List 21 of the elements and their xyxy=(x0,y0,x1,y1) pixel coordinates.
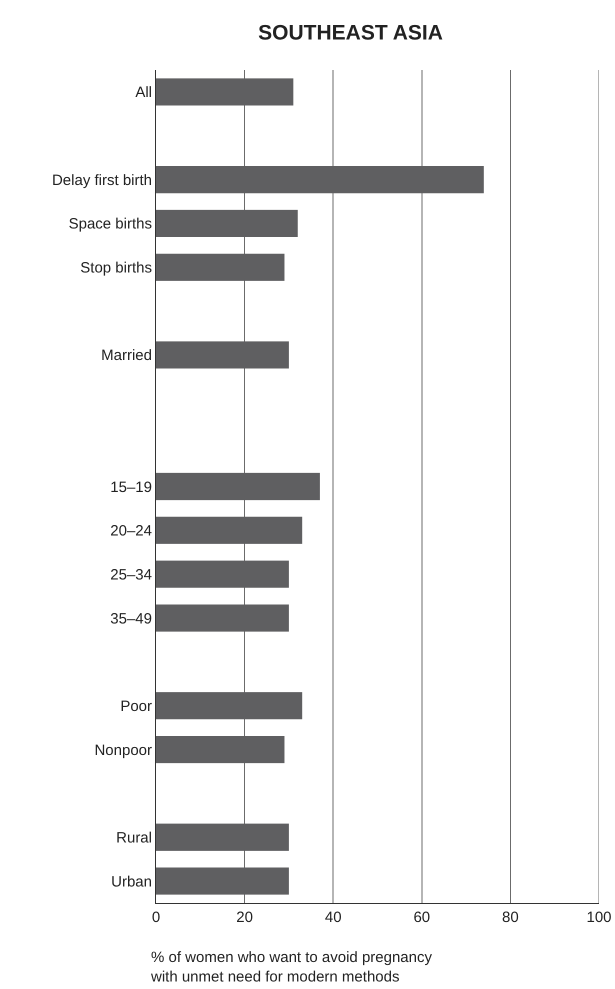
x-tick-label: 100 xyxy=(586,909,612,926)
x-tick-label: 0 xyxy=(152,909,160,926)
x-axis-title: % of women who want to avoid pregnancy with unmet need for modern methods xyxy=(150,949,432,986)
y-tick-label: 35–49 xyxy=(110,610,152,628)
y-tick-label: Rural xyxy=(116,829,152,846)
x-tick-label: 40 xyxy=(324,909,342,926)
y-tick-label: 20–24 xyxy=(110,522,152,540)
y-tick-label: Delay first birth xyxy=(52,172,152,189)
y-tick-label: Married xyxy=(101,347,152,364)
y-tick-label: Space births xyxy=(68,216,152,233)
x-tick-label: 20 xyxy=(236,909,253,926)
y-tick-label: Poor xyxy=(120,698,152,715)
x-tick-label: 80 xyxy=(502,909,519,926)
y-tick-label: Nonpoor xyxy=(94,742,152,759)
y-tick-label: Stop births xyxy=(80,260,152,277)
y-tick-label: 15–19 xyxy=(110,478,152,496)
x-tick-label: 60 xyxy=(413,909,430,926)
y-tick-label: 25–34 xyxy=(110,566,152,584)
y-tick-label: Urban xyxy=(111,873,152,890)
y-tick-label: All xyxy=(135,84,152,102)
chart-title: SOUTHEAST ASIA xyxy=(258,21,443,44)
